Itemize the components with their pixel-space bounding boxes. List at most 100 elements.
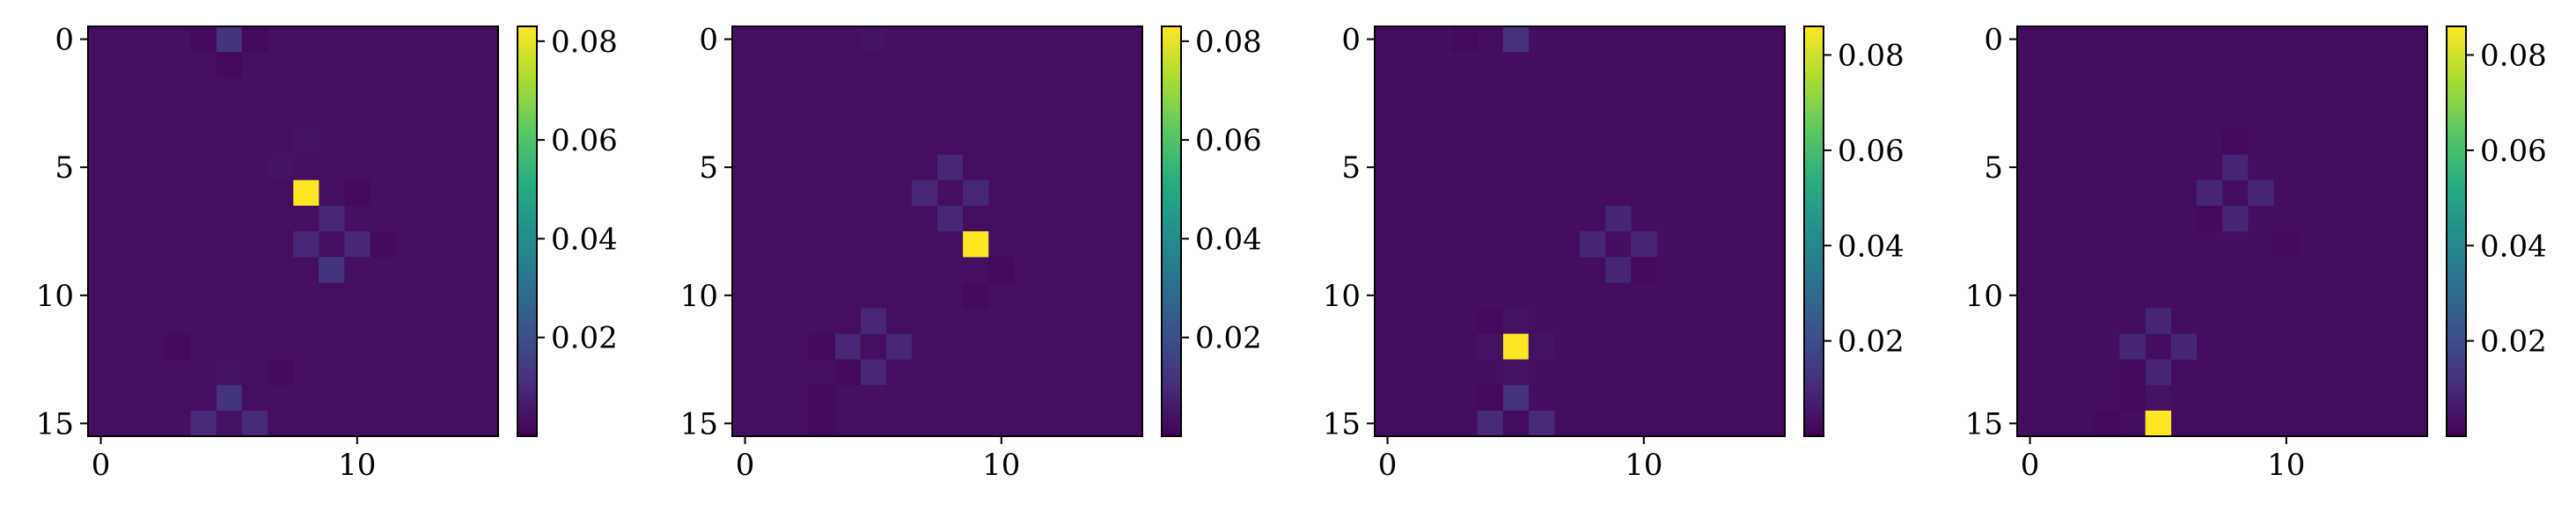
heatmap-cell: [1605, 205, 1632, 232]
heatmap-cell: [963, 179, 989, 207]
heatmap-cell: [1502, 52, 1530, 78]
heatmap-cell: [1451, 26, 1478, 53]
colorbar-tick-label: 0.04: [1195, 222, 1262, 257]
y-tick-label: 15: [36, 406, 74, 441]
heatmap-cell: [834, 333, 861, 360]
heatmap-cell: [216, 282, 243, 309]
colorbar-tick-label: 0.08: [551, 25, 618, 60]
heatmap-cell: [1502, 26, 1530, 53]
heatmap-cell: [2145, 359, 2172, 386]
heatmap-cell: [344, 179, 371, 207]
heatmap-cell: [2119, 359, 2146, 386]
heatmap-cell: [860, 359, 887, 386]
heatmap-cell: [885, 333, 913, 360]
heatmap-cell: [911, 231, 938, 258]
heatmap-cell: [293, 205, 319, 232]
heatmap-cell: [937, 154, 964, 181]
heatmap-cell: [216, 26, 243, 53]
heatmap-cell: [2170, 333, 2198, 360]
heatmap-cell: [1502, 282, 1530, 309]
heatmap-cell: [370, 231, 396, 258]
axes-frame: [731, 26, 1143, 437]
colorbar: [1804, 26, 1824, 436]
y-tick-label: 5: [1341, 150, 1361, 186]
heatmap-cell: [241, 410, 268, 437]
heatmap-cell: [937, 205, 964, 232]
colorbar-tick-label: 0.06: [1838, 134, 1904, 169]
colorbar-tick-label: 0.06: [551, 123, 618, 158]
y-tick-label: 5: [1984, 150, 2003, 186]
heatmap-cell: [2222, 128, 2249, 155]
axes-frame: [2016, 26, 2428, 437]
heatmap-cell: [809, 410, 835, 437]
colorbar-tick-label: 0.06: [1195, 123, 1262, 158]
x-tick-label: 10: [1625, 448, 1662, 483]
colorbar: [517, 26, 537, 436]
heatmap-cell: [2196, 205, 2223, 232]
heatmap-cell: [190, 410, 217, 437]
heatmap-cell: [1528, 333, 1555, 360]
heatmap-cell: [1580, 154, 1606, 181]
heatmap-cell: [267, 359, 294, 386]
heatmap-cell: [1502, 333, 1530, 360]
heatmap-cell: [241, 308, 268, 334]
colorbar-tick-label: 0.08: [2480, 39, 2547, 74]
heatmap-cell: [1477, 410, 1503, 437]
heatmap-cell: [165, 333, 191, 360]
heatmap-cell: [190, 282, 217, 309]
heatmap-cell: [2119, 333, 2146, 360]
colorbar-frame: [517, 26, 538, 437]
heatmap-cell: [2119, 308, 2146, 334]
heatmap-cell: [809, 333, 835, 360]
heatmap-cell: [319, 205, 345, 232]
heatmap-cell: [911, 179, 938, 207]
heatmap-cell: [1502, 359, 1530, 386]
heatmap-cell: [1528, 410, 1555, 437]
heatmap-cell: [2145, 308, 2172, 334]
heatmap-cell: [937, 257, 964, 283]
heatmap-cell: [2119, 384, 2146, 412]
heatmap-cell: [2273, 231, 2300, 258]
heatmap-cell: [267, 179, 294, 207]
y-tick-label: 15: [1965, 406, 2003, 441]
heatmap-cell: [319, 154, 345, 181]
y-tick-label: 5: [699, 150, 718, 186]
heatmap-cell: [1580, 231, 1606, 258]
heatmap-cell: [2222, 154, 2249, 181]
heatmap-cell: [1605, 179, 1632, 207]
heatmap-cell: [344, 231, 371, 258]
y-tick-label: 15: [1323, 406, 1361, 441]
heatmap-cell: [1605, 257, 1632, 283]
heatmap-cell: [2145, 26, 2172, 53]
heatmap-cell: [2196, 179, 2223, 207]
x-tick-label: 0: [2021, 448, 2040, 483]
heatmap-cell: [293, 128, 319, 155]
heatmap-cell: [860, 308, 887, 334]
x-tick-label: 10: [338, 448, 376, 483]
heatmap-panel-3: 0 5 10 15 0 10 0.02 0.04 0.06 0.08: [1323, 23, 1904, 483]
colorbar-frame: [2446, 26, 2467, 437]
y-tick-label: 0: [699, 23, 718, 58]
heatmap-panel-4: 0 5 10 15 0 10 0.02 0.04 0.06 0.08: [1965, 23, 2547, 483]
heatmap-cell: [963, 231, 989, 258]
x-tick-label: 0: [1378, 448, 1398, 483]
heatmap-cell: [963, 154, 989, 181]
heatmap-cell: [241, 26, 268, 53]
y-tick-label: 0: [55, 23, 74, 58]
heatmap-cell: [1502, 410, 1530, 437]
heatmap-cell: [344, 257, 371, 283]
heatmap-cell: [963, 205, 989, 232]
heatmap-cell: [1477, 308, 1503, 334]
heatmap-cell: [2145, 52, 2172, 78]
heatmap-cell: [1631, 257, 1657, 283]
heatmap-cell: [988, 231, 1015, 258]
heatmap-cell: [1502, 384, 1530, 412]
heatmap-cell: [190, 308, 217, 334]
heatmap-cell: [216, 333, 243, 360]
heatmap-cell: [2145, 384, 2172, 412]
y-tick-label: 0: [1341, 23, 1361, 58]
heatmap-cell: [216, 359, 243, 386]
heatmap-cell: [809, 384, 835, 412]
heatmap-cell: [2222, 205, 2249, 232]
